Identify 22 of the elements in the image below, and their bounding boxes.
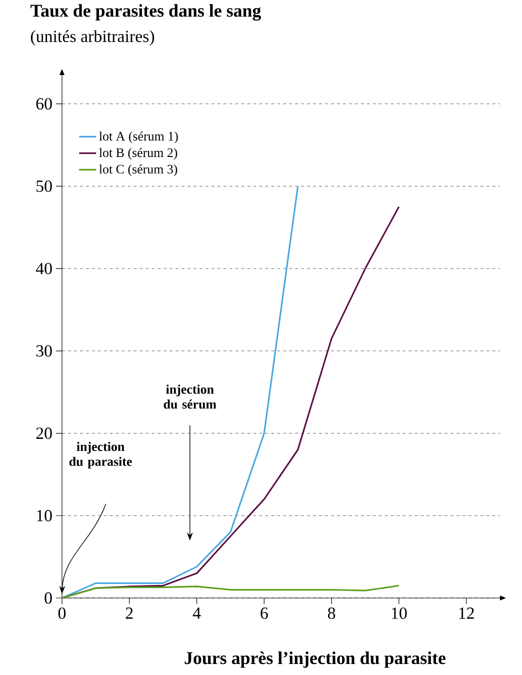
y-tick-label: 10 (37, 510, 52, 522)
y-tick-label: 0 (44, 592, 52, 604)
legend-label: lot C (sérum 3) (99, 164, 178, 176)
y-tick-label: 20 (36, 428, 52, 439)
legend-label: lot B (sérum 2) (99, 148, 178, 160)
x-tick-label: 4 (192, 608, 201, 619)
y-tick-label: 60 (36, 98, 52, 110)
y-tick-label: 50 (36, 180, 52, 192)
annotation: injection du parasite (69, 442, 132, 469)
chart-subtitle: (unités arbitraires) (30, 30, 154, 46)
x-tick-label: 12 (459, 607, 474, 619)
legend-label: lot A (sérum 1) (99, 131, 178, 144)
x-axis-title: Jours après l’injection du parasite (184, 652, 446, 668)
x-tick-label: 10 (392, 607, 407, 619)
y-tick-label: 40 (36, 262, 52, 274)
chart-title: Taux de parasites dans le sang (30, 4, 262, 21)
annotation: injection du sérum (164, 384, 216, 409)
x-tick-label: 6 (260, 607, 268, 619)
x-tick-label: 2 (126, 607, 133, 619)
x-tick-label: 0 (58, 607, 66, 619)
y-tick-label: 30 (36, 345, 52, 357)
x-tick-label: 8 (328, 607, 336, 619)
